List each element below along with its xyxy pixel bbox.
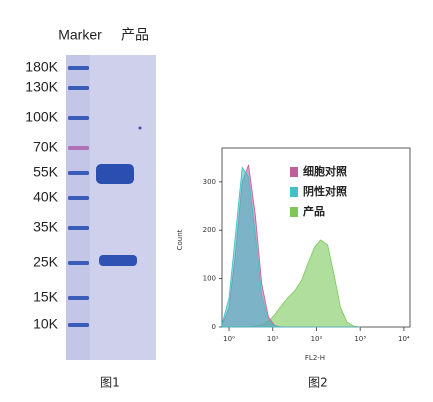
legend-label: 阴性对照: [303, 184, 347, 198]
histogram-area: [221, 166, 361, 328]
x-axis-label: FL2-H: [305, 354, 325, 362]
x-tick-label: 10¹: [267, 335, 279, 343]
y-tick-label: 300: [203, 178, 216, 186]
marker-label: 25K: [33, 254, 59, 270]
marker-band: [68, 171, 89, 175]
marker-band: [68, 196, 89, 200]
marker-band: [68, 116, 89, 120]
marker-band: [68, 296, 89, 300]
legend-label: 产品: [303, 204, 325, 218]
caption: 图2: [308, 376, 328, 390]
caption: 图1: [100, 376, 120, 390]
marker-band: [68, 86, 89, 90]
lane-header: Marker: [58, 27, 102, 43]
lane-header: 产品: [121, 27, 149, 43]
x-tick-label: 10³: [354, 335, 366, 343]
x-tick-label: 10²: [311, 335, 323, 343]
marker-label: 10K: [33, 316, 59, 332]
marker-band: [68, 226, 89, 230]
y-axis-label: Count: [176, 229, 184, 250]
marker-label: 100K: [25, 109, 58, 125]
marker-lane: [66, 55, 90, 360]
x-tick-label: 10⁰: [223, 335, 235, 343]
marker-label: 15K: [33, 289, 59, 305]
product-band: [99, 255, 137, 266]
marker-band: [68, 261, 89, 265]
marker-label: 35K: [33, 219, 59, 235]
y-tick-label: 100: [203, 275, 216, 283]
y-tick-label: 0: [212, 323, 216, 331]
legend-label: 细胞对照: [303, 164, 347, 178]
marker-band: [68, 323, 89, 327]
legend-swatch: [290, 187, 298, 197]
marker-label: 55K: [33, 164, 59, 180]
marker-band: [68, 66, 89, 70]
marker-label: 40K: [33, 189, 59, 205]
gel-speck: [138, 126, 142, 130]
marker-label: 70K: [33, 139, 59, 155]
legend-swatch: [290, 167, 298, 177]
y-tick-label: 200: [203, 226, 216, 234]
x-tick-label: 10⁴: [398, 335, 410, 343]
marker-label: 180K: [25, 59, 58, 75]
marker-band: [68, 146, 89, 150]
marker-label: 130K: [25, 79, 58, 95]
product-band: [96, 164, 134, 184]
legend-swatch: [290, 207, 298, 217]
